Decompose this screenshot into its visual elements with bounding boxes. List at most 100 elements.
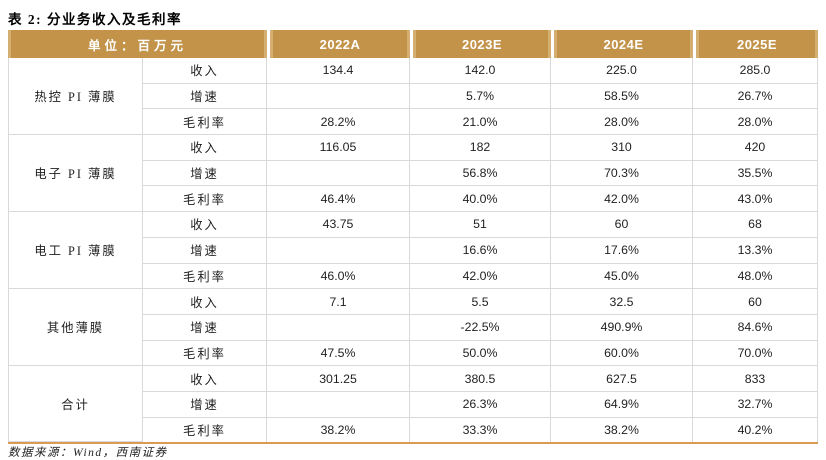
value-cell: 116.05 xyxy=(267,135,411,161)
group-label-other-films: 其他薄膜 xyxy=(8,289,143,367)
header-row: 单位：百万元 2022A 2023E 2024E 2025E xyxy=(8,30,819,58)
table-row: 其他薄膜 收入 7.1 5.5 32.5 60 xyxy=(8,289,819,367)
value-cell: 17.6% xyxy=(551,237,694,264)
table-row: 增速 16.6% 17.6% 13.3% xyxy=(8,237,819,264)
table-row: 增速 56.8% 70.3% 35.5% xyxy=(8,160,819,187)
value-cell xyxy=(267,83,411,110)
metric-label: 收入 xyxy=(143,366,268,392)
metric-label: 收入 xyxy=(143,58,268,84)
year-header-2025e: 2025E xyxy=(693,30,819,58)
value-cell xyxy=(267,314,411,341)
value-cell: 47.5% xyxy=(267,340,411,367)
value-cell: 56.8% xyxy=(410,160,552,187)
value-cell: 32.7% xyxy=(693,391,819,418)
table-row: 毛利率 28.2% 21.0% 28.0% 28.0% xyxy=(8,109,819,136)
value-cell: 134.4 xyxy=(267,58,411,84)
table-row: 合计 收入 301.25 380.5 627.5 833 xyxy=(8,366,819,443)
value-cell: 285.0 xyxy=(693,58,819,84)
value-cell: 28.2% xyxy=(267,109,411,136)
metric-label: 毛利率 xyxy=(143,417,268,443)
table-wrapper: 单位：百万元 2022A 2023E 2024E 2025E 热控 PI 薄膜 … xyxy=(8,30,819,445)
value-cell: 380.5 xyxy=(410,366,552,392)
metric-label: 增速 xyxy=(143,237,268,264)
value-cell: 142.0 xyxy=(410,58,552,84)
value-cell: -22.5% xyxy=(410,314,552,341)
table-row: 毛利率 38.2% 33.3% 38.2% 40.2% xyxy=(8,417,819,443)
value-cell: 60 xyxy=(551,212,694,238)
data-source-note: 数据来源：Wind，西南证券 xyxy=(8,447,168,459)
value-cell: 490.9% xyxy=(551,314,694,341)
metric-label: 收入 xyxy=(143,289,268,315)
value-cell: 45.0% xyxy=(551,263,694,290)
value-cell: 64.9% xyxy=(551,391,694,418)
metric-label: 收入 xyxy=(143,135,268,161)
unit-header-cell: 单位：百万元 xyxy=(8,30,268,58)
value-cell: 310 xyxy=(551,135,694,161)
metric-label: 毛利率 xyxy=(143,340,268,367)
value-cell: 68 xyxy=(693,212,819,238)
value-cell xyxy=(267,391,411,418)
value-cell: 43.0% xyxy=(693,186,819,213)
value-cell: 21.0% xyxy=(410,109,552,136)
metric-label: 增速 xyxy=(143,391,268,418)
value-cell: 26.3% xyxy=(410,391,552,418)
value-cell: 35.5% xyxy=(693,160,819,187)
group-label-thermal-pi-film: 热控 PI 薄膜 xyxy=(8,58,143,136)
value-cell: 26.7% xyxy=(693,83,819,110)
table-row: 电子 PI 薄膜 收入 116.05 182 310 420 xyxy=(8,135,819,213)
metric-label: 毛利率 xyxy=(143,186,268,213)
value-cell: 38.2% xyxy=(551,417,694,443)
table-row: 增速 5.7% 58.5% 26.7% xyxy=(8,83,819,110)
year-header-2024e: 2024E xyxy=(551,30,694,58)
table-row: 增速 26.3% 64.9% 32.7% xyxy=(8,391,819,418)
value-cell: 42.0% xyxy=(551,186,694,213)
value-cell: 225.0 xyxy=(551,58,694,84)
value-cell: 627.5 xyxy=(551,366,694,392)
table-row: 毛利率 47.5% 50.0% 60.0% 70.0% xyxy=(8,340,819,367)
value-cell: 33.3% xyxy=(410,417,552,443)
value-cell: 833 xyxy=(693,366,819,392)
group-label-electrical-pi-film: 电工 PI 薄膜 xyxy=(8,212,143,290)
value-cell: 70.3% xyxy=(551,160,694,187)
metric-label: 增速 xyxy=(143,314,268,341)
value-cell: 5.5 xyxy=(410,289,552,315)
value-cell: 28.0% xyxy=(551,109,694,136)
value-cell xyxy=(267,160,411,187)
value-cell: 70.0% xyxy=(693,340,819,367)
value-cell: 51 xyxy=(410,212,552,238)
value-cell: 60 xyxy=(693,289,819,315)
business-revenue-table: 单位：百万元 2022A 2023E 2024E 2025E 热控 PI 薄膜 … xyxy=(8,30,819,443)
value-cell: 32.5 xyxy=(551,289,694,315)
value-cell: 7.1 xyxy=(267,289,411,315)
value-cell: 48.0% xyxy=(693,263,819,290)
value-cell: 60.0% xyxy=(551,340,694,367)
value-cell: 420 xyxy=(693,135,819,161)
value-cell xyxy=(267,237,411,264)
value-cell: 42.0% xyxy=(410,263,552,290)
group-label-electronic-pi-film: 电子 PI 薄膜 xyxy=(8,135,143,213)
metric-label: 增速 xyxy=(143,83,268,110)
value-cell: 50.0% xyxy=(410,340,552,367)
value-cell: 46.4% xyxy=(267,186,411,213)
value-cell: 5.7% xyxy=(410,83,552,110)
group-label-total: 合计 xyxy=(8,366,143,443)
metric-label: 增速 xyxy=(143,160,268,187)
value-cell: 84.6% xyxy=(693,314,819,341)
table-row: 增速 -22.5% 490.9% 84.6% xyxy=(8,314,819,341)
value-cell: 40.2% xyxy=(693,417,819,443)
value-cell: 182 xyxy=(410,135,552,161)
value-cell: 46.0% xyxy=(267,263,411,290)
table-row: 电工 PI 薄膜 收入 43.75 51 60 68 xyxy=(8,212,819,290)
metric-label: 收入 xyxy=(143,212,268,238)
year-header-2023e: 2023E xyxy=(410,30,552,58)
value-cell: 38.2% xyxy=(267,417,411,443)
value-cell: 301.25 xyxy=(267,366,411,392)
value-cell: 43.75 xyxy=(267,212,411,238)
year-header-2022a: 2022A xyxy=(267,30,411,58)
metric-label: 毛利率 xyxy=(143,263,268,290)
value-cell: 40.0% xyxy=(410,186,552,213)
table-row: 毛利率 46.0% 42.0% 45.0% 48.0% xyxy=(8,263,819,290)
value-cell: 58.5% xyxy=(551,83,694,110)
metric-label: 毛利率 xyxy=(143,109,268,136)
